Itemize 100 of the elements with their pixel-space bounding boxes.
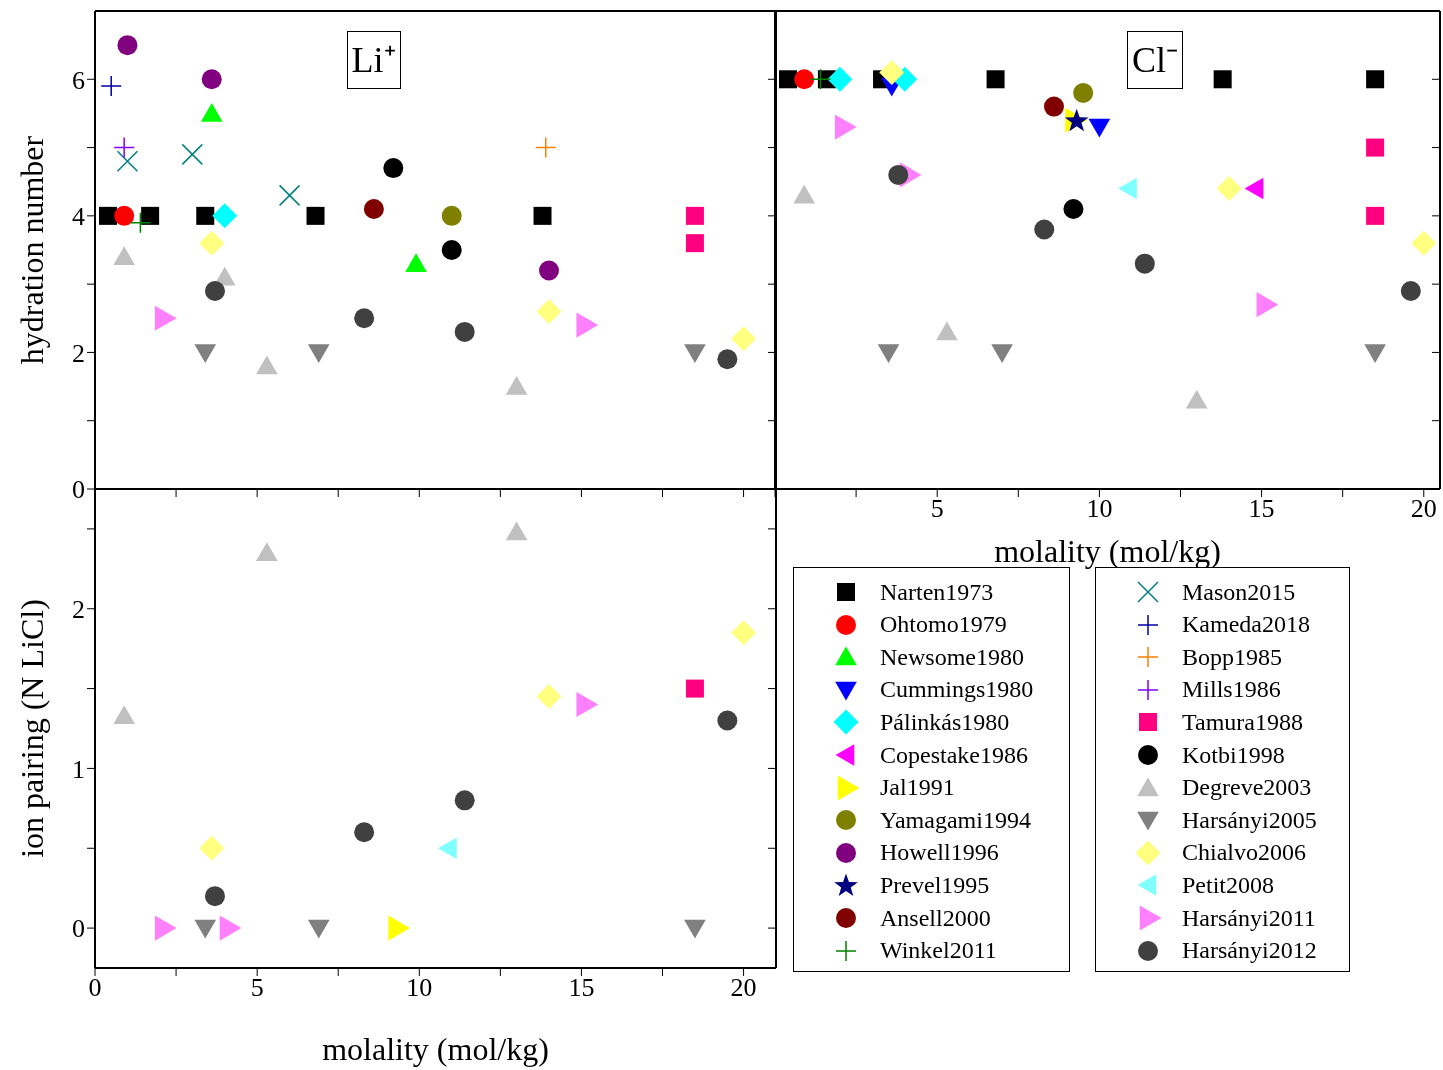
point [1034,219,1055,240]
point [1366,138,1385,157]
point [505,376,528,395]
legend-label: Prevel1995 [880,871,990,899]
point [731,326,757,352]
y-tick-label: 1 [72,754,85,784]
point [116,150,139,172]
point [539,260,559,281]
y-axis-title: ion pairing (N LiCl) [14,599,51,858]
point [936,321,958,341]
point [986,70,1005,89]
y-tick-label: 6 [72,65,85,95]
legend-label: Degreve2003 [1182,774,1312,802]
point [98,206,117,225]
point [201,69,222,90]
x-tick-label: 15 [568,973,595,1003]
point [809,68,832,91]
point [731,620,757,646]
x-axis-title: molality (mol/kg) [994,533,1221,569]
point [363,199,384,220]
y-tick-label: 0 [72,475,85,505]
legend-label: Mills1986 [1182,676,1281,704]
point [383,158,404,179]
legend-label: Harsányi2011 [1182,904,1316,932]
y-tick-label: 0 [72,914,85,944]
point [1134,253,1155,274]
point [437,837,457,860]
x-tick-label: 15 [1248,494,1275,524]
point [684,919,706,939]
legend-label: Newsome1980 [880,643,1024,671]
point [117,35,138,56]
y-tick-label: 2 [72,594,85,624]
legend-label: Pálinkás1980 [880,708,1010,736]
point [181,143,204,166]
point [793,184,816,204]
x-tick-label: 5 [250,973,264,1003]
legend-label: Mason2015 [1182,578,1296,606]
point [1244,177,1264,200]
point [717,349,738,370]
point [199,835,225,861]
legend-label: Ansell2000 [880,904,991,932]
point [533,206,552,225]
point [307,344,330,363]
x-axis-title: molality (mol/kg) [322,1031,549,1067]
point [141,206,160,225]
point [535,136,557,159]
legend-label: Winkel2011 [880,937,997,965]
legend-label: Yamagami1994 [880,806,1031,834]
point [685,206,704,225]
legend-label: Chialvo2006 [1182,839,1306,867]
point [441,205,462,226]
x-tick-label: 20 [730,973,757,1003]
point [113,705,136,724]
legend-label: Cummings1980 [880,676,1034,704]
point [1366,70,1385,89]
point [505,521,528,541]
point [129,211,152,234]
point [454,321,475,342]
point [1213,70,1232,89]
point [256,542,278,562]
legend-label: Copestake1986 [880,741,1028,769]
point [1366,206,1385,225]
point [877,344,900,363]
point [204,280,225,301]
y-tick-label: 2 [72,338,85,368]
point [194,344,217,363]
point [204,886,225,907]
x-tick-label: 20 [1410,494,1437,524]
point [685,679,704,698]
point [536,298,562,324]
point [441,240,462,260]
point [685,234,704,253]
legend-label: Ohtomo1979 [880,611,1007,639]
point [199,230,225,256]
point [307,919,330,939]
x-tick-label: 10 [1086,494,1113,524]
point [1216,176,1242,202]
x-tick-label: 5 [930,494,944,524]
legend-label: Bopp1985 [1182,643,1283,671]
point [196,206,215,225]
point [405,253,427,272]
point [717,710,738,731]
point [1411,230,1437,256]
legend-label: Harsányi2005 [1182,806,1317,834]
point [536,684,562,710]
point [778,70,797,89]
point [278,184,301,207]
point [354,822,375,843]
legend-label: Kameda2018 [1182,611,1310,639]
point [827,66,853,92]
legend-label: Kotbi1998 [1182,741,1285,769]
point [200,102,223,122]
point [684,344,706,363]
legend-label: Harsányi2012 [1182,937,1317,965]
point [888,164,909,185]
point [879,59,905,85]
point [194,919,217,939]
point [354,308,375,329]
point [100,75,122,97]
point [991,344,1013,363]
